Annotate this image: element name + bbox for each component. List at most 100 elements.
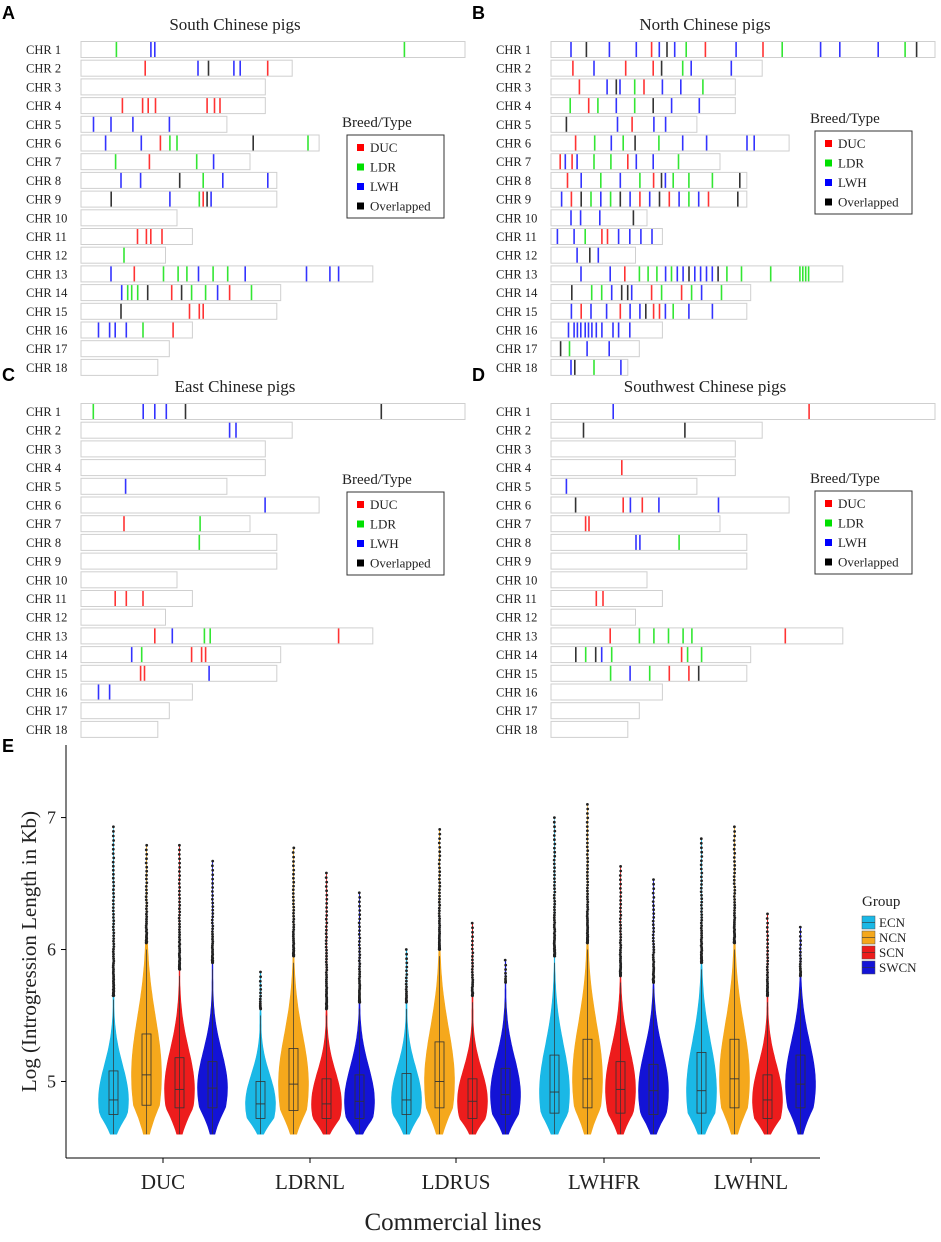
outlier-point	[178, 903, 182, 907]
outlier-point	[211, 937, 214, 941]
outlier-point	[700, 929, 703, 933]
chromosome-bar	[550, 115, 698, 133]
outlier-point	[471, 955, 474, 958]
outlier-point	[651, 900, 655, 903]
outlier-point	[553, 850, 557, 854]
outlier-point	[766, 949, 770, 953]
introgression-mark	[737, 191, 739, 207]
chromosome-label: CHR 2	[496, 424, 531, 438]
introgression-mark	[125, 322, 128, 338]
chromosome-bar	[80, 646, 282, 664]
outlier-point	[145, 865, 149, 869]
outlier-point	[733, 916, 737, 920]
chromosome-label: CHR 17	[496, 342, 537, 356]
introgression-mark	[599, 210, 601, 226]
introgression-mark	[208, 665, 210, 681]
introgression-mark	[688, 303, 690, 319]
introgression-mark	[610, 647, 613, 663]
outlier-point	[325, 893, 329, 897]
outlier-point	[404, 976, 408, 980]
outlier-point	[438, 850, 442, 854]
introgression-mark	[108, 684, 111, 700]
introgression-mark	[639, 172, 641, 188]
outlier-point	[699, 863, 703, 867]
outlier-point	[357, 943, 361, 947]
introgression-mark	[590, 285, 593, 301]
chromosome-label: CHR 6	[496, 137, 531, 151]
outlier-point	[553, 921, 557, 924]
introgression-mark	[629, 191, 631, 207]
chromosome-bar	[550, 683, 663, 701]
introgression-mark	[600, 172, 602, 188]
violin-lwhfr-ncn	[572, 803, 603, 1135]
outlier-point	[766, 934, 770, 938]
introgression-mark	[559, 154, 561, 170]
introgression-mark	[641, 497, 644, 513]
outlier-point	[177, 944, 181, 948]
legend-swatch	[825, 558, 832, 566]
outlier-point	[471, 961, 474, 965]
outlier-point	[700, 907, 704, 910]
violin-duc-swcn	[197, 859, 228, 1135]
chromosome-bar	[550, 608, 636, 626]
outlier-point	[358, 956, 361, 960]
outlier-point	[178, 857, 181, 861]
chromosome-bar	[80, 115, 228, 133]
introgression-mark	[593, 359, 595, 375]
outlier-point	[553, 854, 557, 858]
introgression-mark	[571, 154, 573, 170]
outlier-point	[552, 916, 556, 920]
x-tick-label: LDRUS	[422, 1170, 491, 1194]
outlier-point	[733, 871, 736, 875]
outlier-point	[733, 906, 737, 910]
violin-lwhnl-swcn	[785, 925, 816, 1135]
introgression-mark	[188, 303, 191, 319]
outlier-point	[144, 848, 148, 852]
chromosome-label: CHR 18	[26, 723, 67, 737]
box	[288, 1048, 299, 1111]
outlier-point	[178, 843, 181, 847]
chromosome-label: CHR 6	[26, 499, 61, 513]
outlier-point	[211, 927, 215, 931]
introgression-mark	[126, 285, 129, 301]
outlier-point	[438, 919, 441, 923]
introgression-mark	[661, 79, 664, 95]
outlier-point	[652, 951, 656, 954]
introgression-mark	[629, 303, 631, 319]
introgression-mark	[619, 191, 622, 207]
introgression-mark	[570, 191, 573, 207]
introgression-mark	[635, 42, 638, 57]
chromosome-label: CHR 11	[26, 230, 67, 244]
chromosome-label: CHR 13	[496, 629, 537, 643]
outlier-point	[292, 846, 296, 850]
outlier-point	[112, 872, 115, 876]
introgression-mark	[226, 266, 229, 282]
outlier-point	[111, 925, 115, 929]
outlier-point	[471, 930, 474, 934]
chromosome-bar	[550, 552, 748, 570]
outlier-point	[438, 928, 441, 932]
introgression-mark	[136, 285, 139, 301]
outlier-point	[145, 877, 148, 881]
chromosome-bar	[550, 59, 763, 77]
outlier-point	[291, 895, 295, 899]
outlier-point	[652, 958, 655, 962]
outlier-point	[652, 916, 656, 919]
outlier-point	[112, 825, 115, 829]
box	[321, 1078, 332, 1119]
introgression-mark	[114, 322, 116, 338]
legend-label: DUC	[838, 136, 865, 151]
chromosome-bar	[80, 702, 170, 720]
outlier-point	[325, 948, 328, 952]
outlier-point	[733, 911, 736, 915]
introgression-mark	[565, 116, 568, 132]
introgression-mark	[572, 60, 574, 76]
outlier-point	[586, 807, 590, 811]
outlier-point	[211, 915, 215, 919]
outlier-point	[112, 931, 116, 935]
introgression-mark	[807, 266, 810, 282]
chromosome-bar	[80, 358, 159, 376]
introgression-mark	[602, 591, 604, 606]
outlier-point	[799, 960, 802, 963]
introgression-mark	[574, 497, 577, 513]
